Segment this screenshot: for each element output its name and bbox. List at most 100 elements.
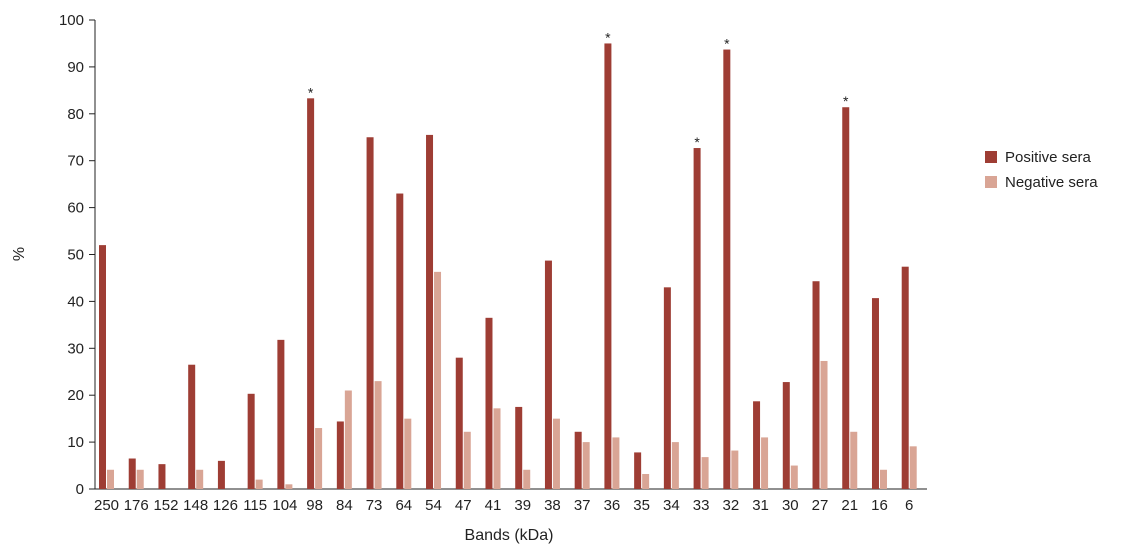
y-axis: 0 10 20 30 40 50 60 70 80 90 100 <box>59 12 96 498</box>
bar-positive-sera <box>842 107 850 489</box>
bar-negative-sera <box>701 457 709 489</box>
x-tick-label: 31 <box>752 497 769 514</box>
bar-negative-sera <box>612 437 620 489</box>
significance-star: * <box>694 134 700 150</box>
bar-positive-sera <box>366 137 374 489</box>
y-tick-label: 0 <box>76 481 84 498</box>
bar-negative-sera <box>374 381 382 489</box>
x-tick-label: 16 <box>871 497 888 514</box>
y-tick-label: 90 <box>67 59 84 76</box>
x-tick-label: 32 <box>722 497 739 514</box>
y-tick-label: 50 <box>67 247 84 264</box>
bar-negative-sera <box>493 408 501 489</box>
bar-positive-sera <box>515 406 523 489</box>
x-tick-label: 37 <box>574 497 591 514</box>
x-tick-label: 104 <box>272 497 297 514</box>
x-tick-label: 21 <box>841 497 858 514</box>
x-axis-title: Bands (kDa) <box>465 527 554 544</box>
x-tick-label: 54 <box>425 497 442 514</box>
bar-negative-sera <box>136 469 144 489</box>
bar-negative-sera <box>731 450 739 489</box>
legend: Positive sera Negative sera <box>985 149 1098 191</box>
bar-positive-sera <box>693 148 701 490</box>
bar-negative-sera <box>434 271 442 489</box>
bar-negative-sera <box>285 484 293 489</box>
bar-positive-sera <box>723 49 731 490</box>
y-tick-label: 100 <box>59 12 84 29</box>
x-tick-label: 35 <box>633 497 650 514</box>
significance-star: * <box>724 36 730 52</box>
y-tick-label: 60 <box>67 200 84 217</box>
bar-negative-sera <box>820 360 828 489</box>
legend-swatch-positive <box>985 151 997 163</box>
bar-positive-sera <box>634 452 642 489</box>
bar-positive-sera <box>188 364 196 489</box>
y-tick-label: 70 <box>67 153 84 170</box>
bar-negative-sera <box>909 446 917 489</box>
bar-positive-sera <box>426 134 434 489</box>
bar-positive-sera <box>336 421 344 489</box>
bar-negative-sera <box>761 437 769 489</box>
y-axis-title: % <box>11 247 28 261</box>
bar-negative-sera <box>404 418 412 489</box>
bars <box>99 43 917 490</box>
bar-negative-sera <box>315 428 323 489</box>
bar-negative-sera <box>642 473 650 489</box>
bar-negative-sera <box>523 469 531 489</box>
x-tick-label: 41 <box>485 497 502 514</box>
bar-negative-sera <box>671 442 679 489</box>
x-tick-label: 176 <box>124 497 149 514</box>
legend-swatch-negative <box>985 176 997 188</box>
x-tick-label: 6 <box>905 497 913 514</box>
bar-positive-sera <box>604 43 612 489</box>
bar-negative-sera <box>255 479 263 489</box>
x-axis: 250 176 152 148 126 115 104 98 84 73 64 54 47 41 39 38 3… <box>94 488 927 514</box>
x-tick-label: 152 <box>153 497 178 514</box>
bar-positive-sera <box>158 464 166 489</box>
bar-negative-sera <box>196 469 204 489</box>
bar-positive-sera <box>277 339 285 489</box>
x-tick-label: 27 <box>812 497 829 514</box>
bar-positive-sera <box>753 401 761 489</box>
bar-positive-sera <box>128 458 136 489</box>
bar-negative-sera <box>850 431 858 489</box>
bar-negative-sera <box>879 469 887 489</box>
x-tick-label: 64 <box>395 497 412 514</box>
bar-positive-sera <box>871 298 879 489</box>
bar-positive-sera <box>396 193 404 489</box>
x-tick-label: 47 <box>455 497 472 514</box>
x-tick-label: 126 <box>213 497 238 514</box>
x-tick-label: 34 <box>663 497 680 514</box>
bar-negative-sera <box>344 390 352 489</box>
bar-positive-sera <box>663 287 671 489</box>
x-tick-label: 39 <box>514 497 531 514</box>
bar-positive-sera <box>247 393 255 489</box>
legend-label-negative: Negative sera <box>1005 174 1098 191</box>
x-tick-label: 84 <box>336 497 353 514</box>
x-tick-label: 33 <box>693 497 710 514</box>
bar-negative-sera <box>463 431 471 489</box>
x-tick-label: 73 <box>366 497 383 514</box>
bar-negative-sera <box>582 442 590 489</box>
bar-positive-sera <box>99 245 106 489</box>
x-tick-label: 250 <box>94 497 119 514</box>
bar-positive-sera <box>455 357 463 489</box>
significance-markers: * * * * * <box>308 29 849 150</box>
y-tick-label: 20 <box>67 387 84 404</box>
significance-star: * <box>605 29 611 45</box>
bar-positive-sera <box>782 382 790 489</box>
bar-positive-sera <box>901 266 909 489</box>
significance-star: * <box>843 93 849 109</box>
y-tick-label: 30 <box>67 340 84 357</box>
bar-positive-sera <box>574 431 582 489</box>
x-tick-label: 98 <box>306 497 323 514</box>
y-tick-label: 40 <box>67 293 84 310</box>
significance-star: * <box>308 84 314 100</box>
bar-negative-sera <box>552 418 560 489</box>
bar-positive-sera <box>544 260 552 489</box>
bar-positive-sera <box>217 460 225 489</box>
y-tick-label: 80 <box>67 106 84 123</box>
x-tick-label: 38 <box>544 497 561 514</box>
x-tick-label: 148 <box>183 497 208 514</box>
